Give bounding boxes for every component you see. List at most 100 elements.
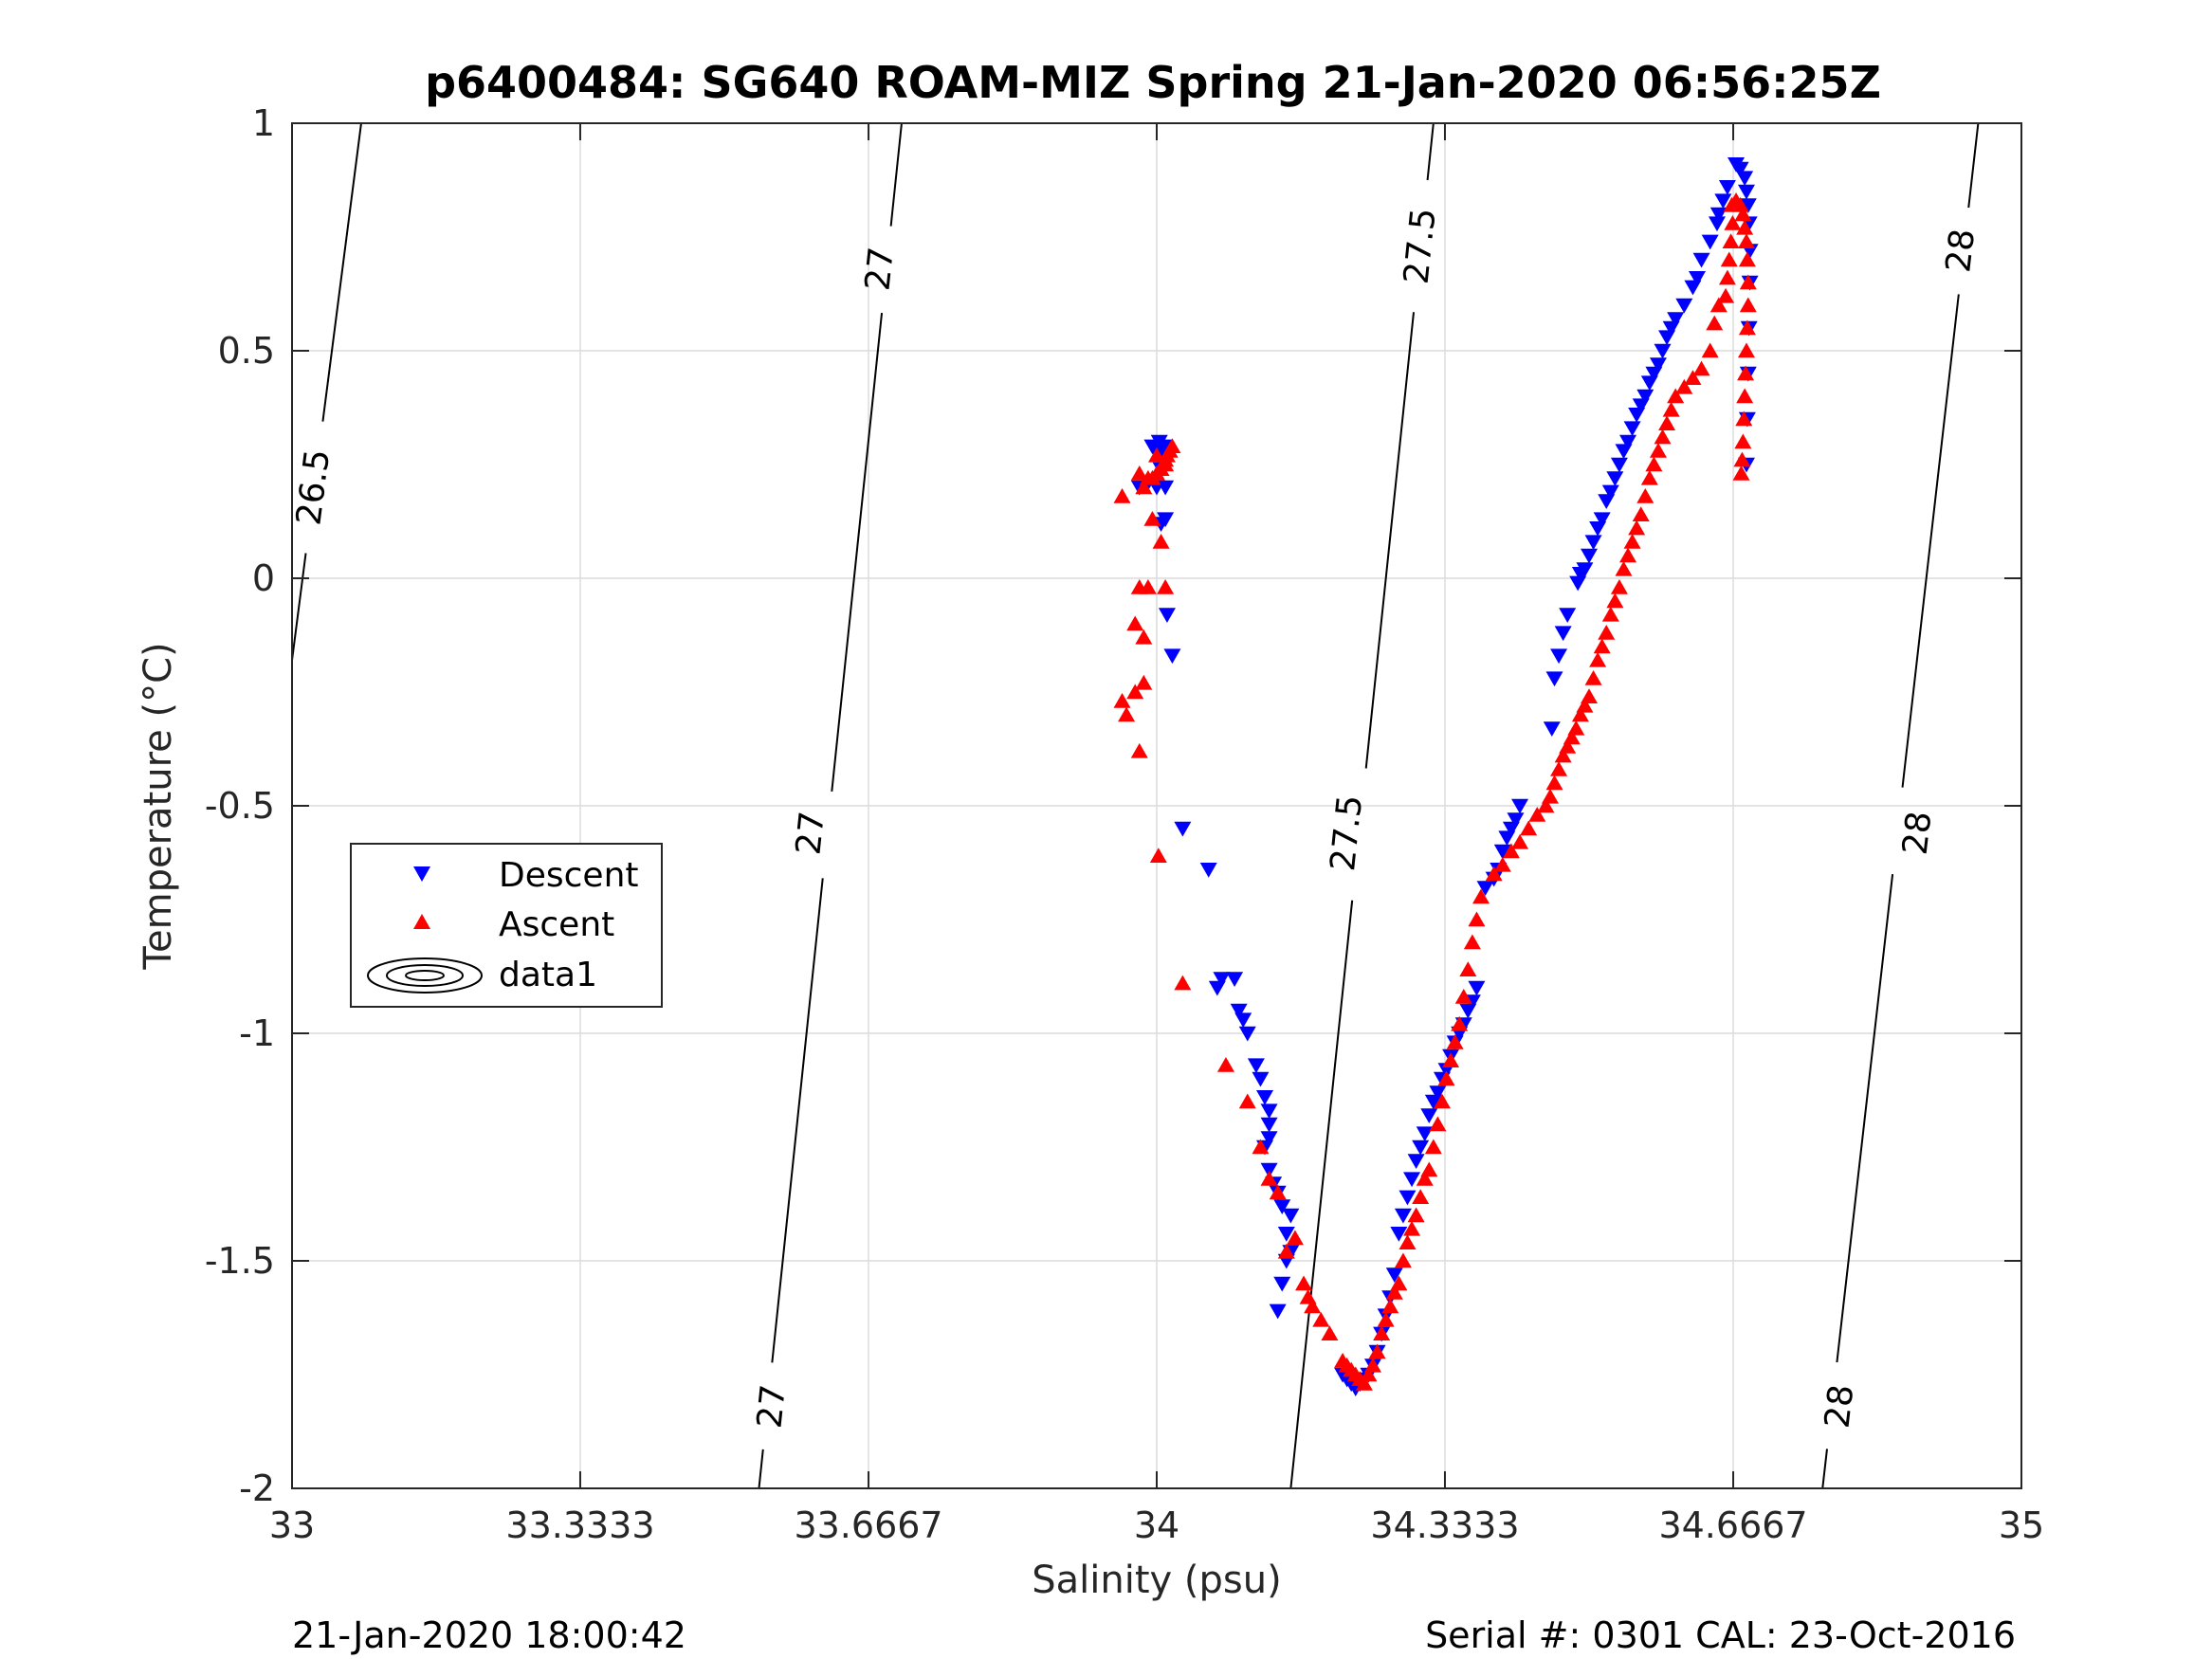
- ascent-point: [1619, 547, 1637, 563]
- contour-label: 27: [858, 246, 902, 293]
- ascent-point: [1628, 520, 1646, 536]
- descent-point: [1260, 1162, 1278, 1178]
- descent-point: [1589, 521, 1607, 537]
- ascent-point: [1717, 287, 1735, 303]
- ascent-point: [1606, 592, 1624, 609]
- descent-point: [1684, 280, 1702, 296]
- ascent-point: [1735, 410, 1753, 427]
- ascent-point: [1502, 843, 1520, 859]
- density-contour-27: [758, 1449, 764, 1489]
- descent-point: [1692, 252, 1710, 268]
- ascent-point: [1277, 1243, 1295, 1259]
- ascent-point: [1675, 378, 1693, 394]
- legend-box: [350, 843, 663, 1008]
- ascent-point: [1738, 251, 1756, 267]
- descent-point: [1199, 863, 1217, 878]
- density-contour-27: [831, 312, 884, 792]
- y-tick-label: -0.5: [205, 785, 275, 827]
- ascent-point: [1731, 196, 1749, 212]
- contour-label: 27.5: [1398, 207, 1444, 286]
- descent-point: [1174, 821, 1192, 837]
- ascent-point: [1385, 1285, 1403, 1300]
- ascent-point: [1126, 684, 1144, 700]
- y-tick-label: -1.5: [205, 1240, 275, 1282]
- ascent-point: [1733, 451, 1751, 467]
- descent-point: [1260, 1131, 1278, 1146]
- descent-point: [1593, 512, 1611, 528]
- ascent-point: [1286, 1230, 1304, 1246]
- descent-point: [1208, 980, 1226, 996]
- descent-point: [1737, 184, 1755, 200]
- ascent-point: [1734, 433, 1752, 449]
- ascent-point: [1645, 456, 1663, 472]
- descent-point: [1718, 180, 1736, 195]
- ascent-point: [1373, 1325, 1391, 1340]
- x-tick-label: 33.3333: [505, 1504, 654, 1546]
- ascent-point: [1589, 651, 1607, 667]
- ascent-point: [1446, 1034, 1464, 1049]
- descent-point: [1398, 1190, 1417, 1206]
- descent-point: [1498, 830, 1516, 847]
- contour-label: 27: [789, 810, 832, 857]
- ascent-point: [1654, 428, 1672, 445]
- ascent-point: [1485, 866, 1503, 882]
- descent-point: [1689, 271, 1706, 286]
- descent-point: [1256, 1090, 1273, 1105]
- x-tick-label: 35: [1999, 1504, 2044, 1546]
- ascent-point: [1493, 856, 1511, 872]
- descent-point: [1416, 1126, 1434, 1142]
- ascent-point: [1403, 1220, 1421, 1236]
- legend-descent-label: Descent: [499, 856, 639, 895]
- descent-point: [1662, 320, 1680, 337]
- density-contour-27: [771, 878, 824, 1363]
- ascent-point: [1584, 670, 1602, 685]
- ascent-point: [1692, 360, 1710, 376]
- descent-point: [1511, 798, 1529, 814]
- ascent-point: [1649, 443, 1667, 458]
- ascent-point: [1295, 1275, 1313, 1291]
- descent-point: [1619, 434, 1637, 450]
- ascent-point: [1472, 888, 1490, 904]
- ascent-point: [1157, 579, 1175, 594]
- x-tick-label: 33: [269, 1504, 315, 1546]
- ascent-point: [1738, 319, 1756, 336]
- descent-point: [1615, 444, 1633, 460]
- ascent-point: [1158, 447, 1176, 463]
- data-markers: [1113, 157, 1759, 1396]
- x-axis-label: Salinity (psu): [1032, 1559, 1281, 1602]
- descent-point: [1394, 1208, 1412, 1224]
- ascent-point: [1113, 488, 1131, 503]
- ascent-point: [1429, 1116, 1447, 1132]
- descent-point: [1701, 234, 1719, 250]
- ascent-point: [1463, 934, 1481, 950]
- descent-point: [1739, 198, 1757, 213]
- ascent-point: [1135, 674, 1153, 690]
- contour-label: 28: [1939, 227, 1983, 274]
- ascent-point: [1734, 206, 1752, 222]
- descent-point: [1658, 330, 1676, 346]
- ascent-point: [1706, 315, 1724, 331]
- y-tick-label: 0: [252, 557, 275, 599]
- ascent-point: [1394, 1252, 1412, 1268]
- ascent-point: [1511, 833, 1529, 849]
- descent-point: [1260, 1103, 1278, 1120]
- ascent-point: [1739, 274, 1757, 290]
- ascent-point: [1520, 820, 1538, 836]
- descent-point: [1420, 1108, 1438, 1123]
- ascent-point: [1636, 488, 1654, 503]
- y-axis-label: Temperature (°C): [137, 642, 180, 970]
- ascent-point: [1718, 269, 1736, 285]
- x-tick-label: 34.3333: [1370, 1504, 1519, 1546]
- ascent-point: [1537, 797, 1555, 813]
- descent-point: [1598, 494, 1616, 509]
- ascent-point: [1174, 975, 1192, 991]
- x-tick-label: 33.6667: [794, 1504, 942, 1546]
- descent-point: [1260, 1117, 1278, 1133]
- descent-point: [1424, 1094, 1442, 1110]
- descent-point: [1407, 1154, 1425, 1169]
- density-contour-26-5: [291, 553, 307, 661]
- ascent-point: [1601, 606, 1619, 622]
- density-contour-27-5: [1289, 900, 1354, 1489]
- ascent-point: [1377, 1311, 1395, 1327]
